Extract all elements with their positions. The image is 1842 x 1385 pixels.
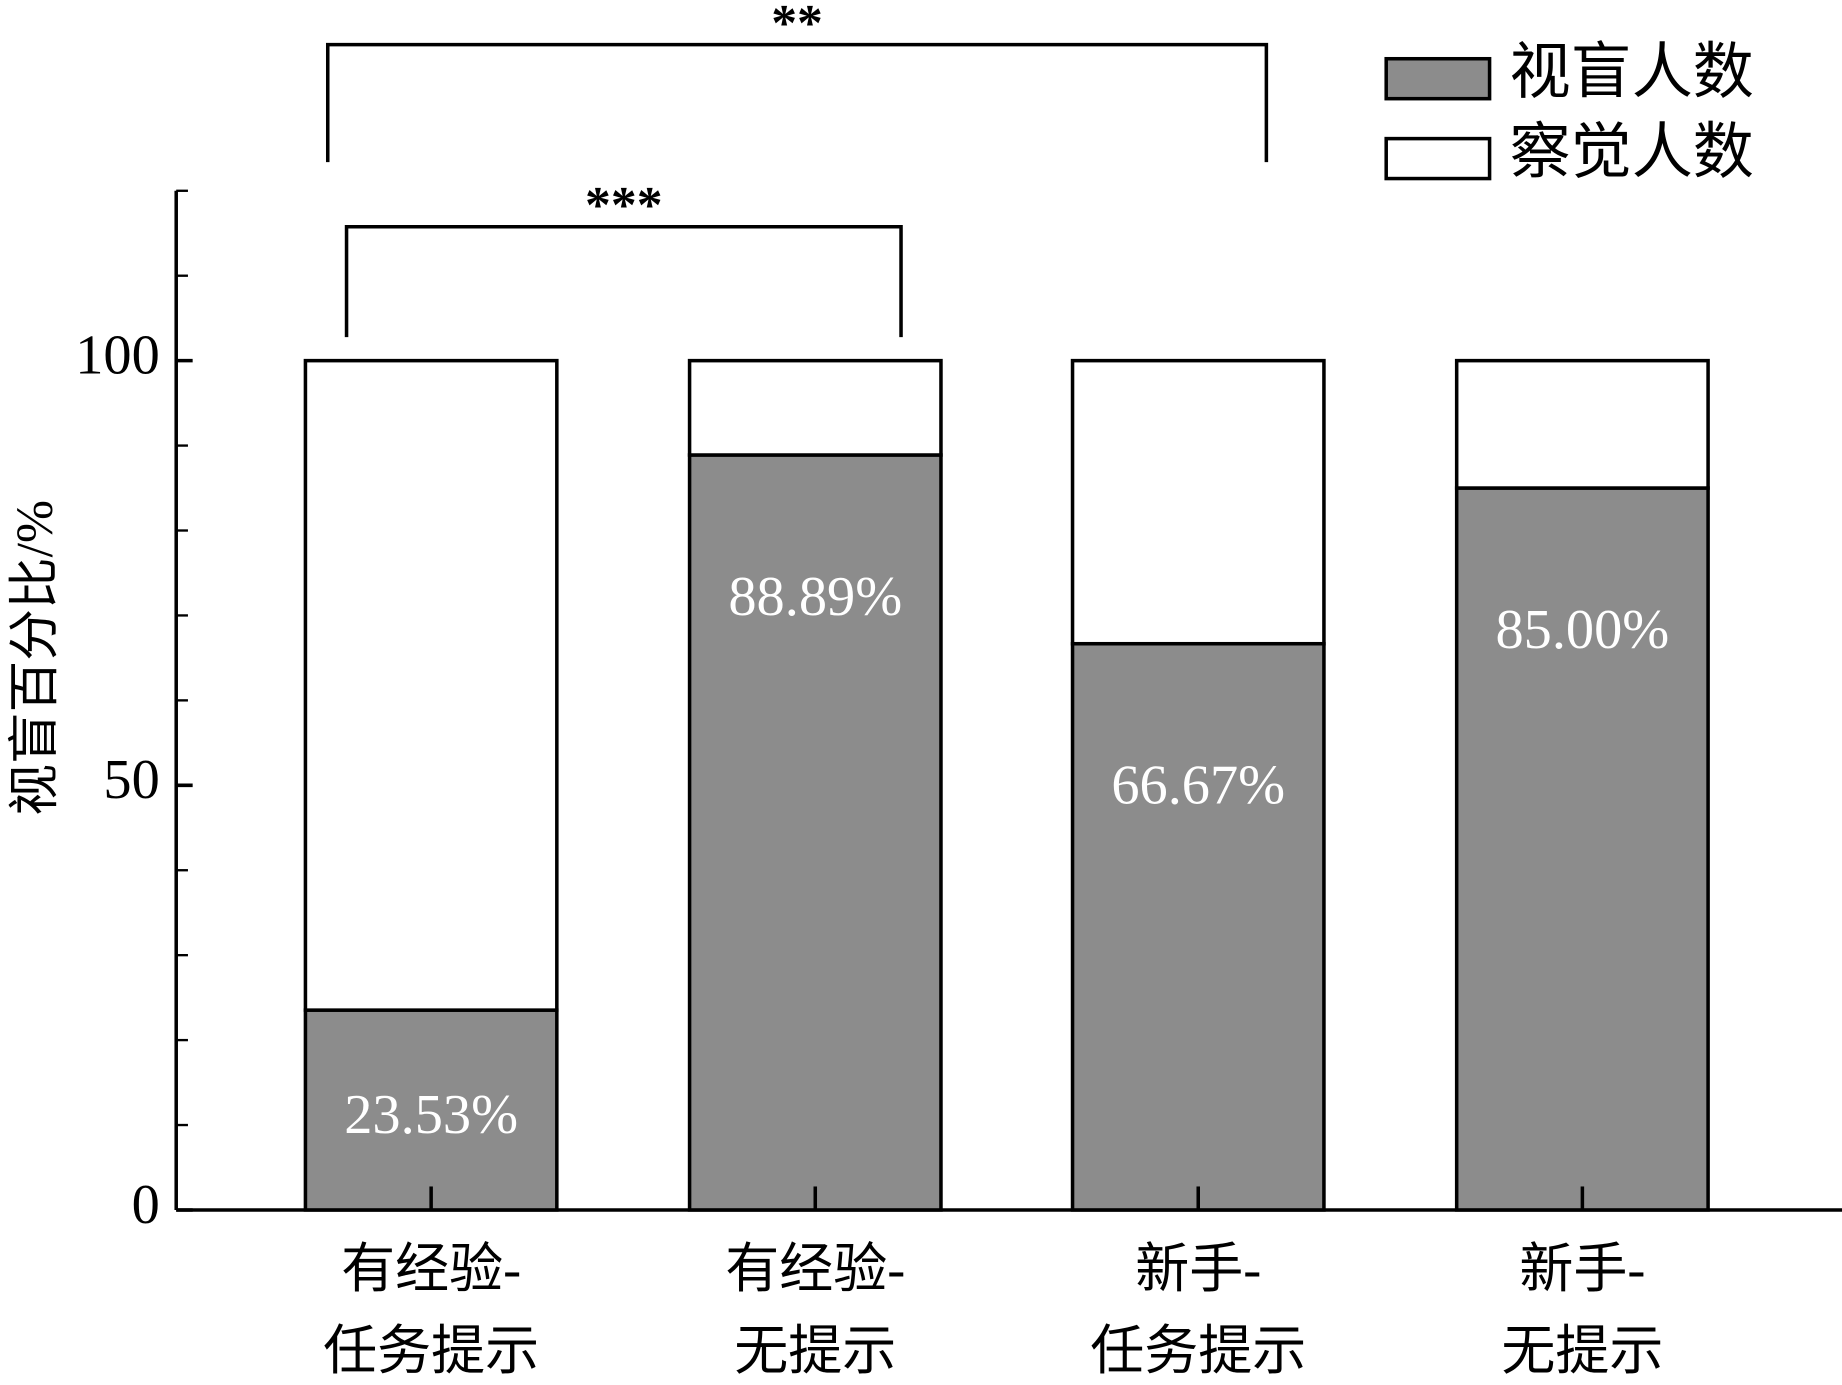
y-tick-label: 50 xyxy=(103,749,159,811)
legend-label: 察觉人数 xyxy=(1510,120,1754,187)
x-tick-label: 任务提示 xyxy=(1090,1321,1306,1381)
significance-bracket xyxy=(344,224,903,338)
value-label: 23.53% xyxy=(344,1084,518,1146)
y-axis-label: 视盲百分比/% xyxy=(7,500,64,816)
legend-swatch xyxy=(1384,136,1492,181)
bar-segment xyxy=(687,358,943,457)
bar-segment xyxy=(303,1008,559,1212)
bar-segment xyxy=(1454,358,1710,490)
value-label: 66.67% xyxy=(1111,754,1285,816)
y-tick-label: 100 xyxy=(75,325,160,387)
x-tick-label: 无提示 xyxy=(1501,1321,1663,1381)
bar-segment xyxy=(1070,641,1326,1212)
significance-bracket xyxy=(325,42,1269,163)
significance-label: *** xyxy=(585,177,663,234)
x-tick-label: 无提示 xyxy=(734,1321,896,1381)
bar-segment xyxy=(1454,486,1710,1212)
legend-label: 视盲人数 xyxy=(1510,40,1754,107)
legend-swatch xyxy=(1384,56,1492,101)
x-tick-label: 有经验- xyxy=(341,1239,521,1299)
y-tick-label: 0 xyxy=(132,1174,160,1236)
x-tick-label: 新手- xyxy=(1135,1239,1261,1299)
significance-label: ** xyxy=(771,0,823,52)
bar-segment xyxy=(1070,358,1326,646)
value-label: 85.00% xyxy=(1495,599,1669,661)
x-tick-label: 任务提示 xyxy=(323,1321,539,1381)
x-tick-label: 有经验- xyxy=(725,1239,905,1299)
bar-segment xyxy=(303,358,559,1012)
value-label: 88.89% xyxy=(728,566,902,628)
x-tick-label: 新手- xyxy=(1519,1239,1645,1299)
